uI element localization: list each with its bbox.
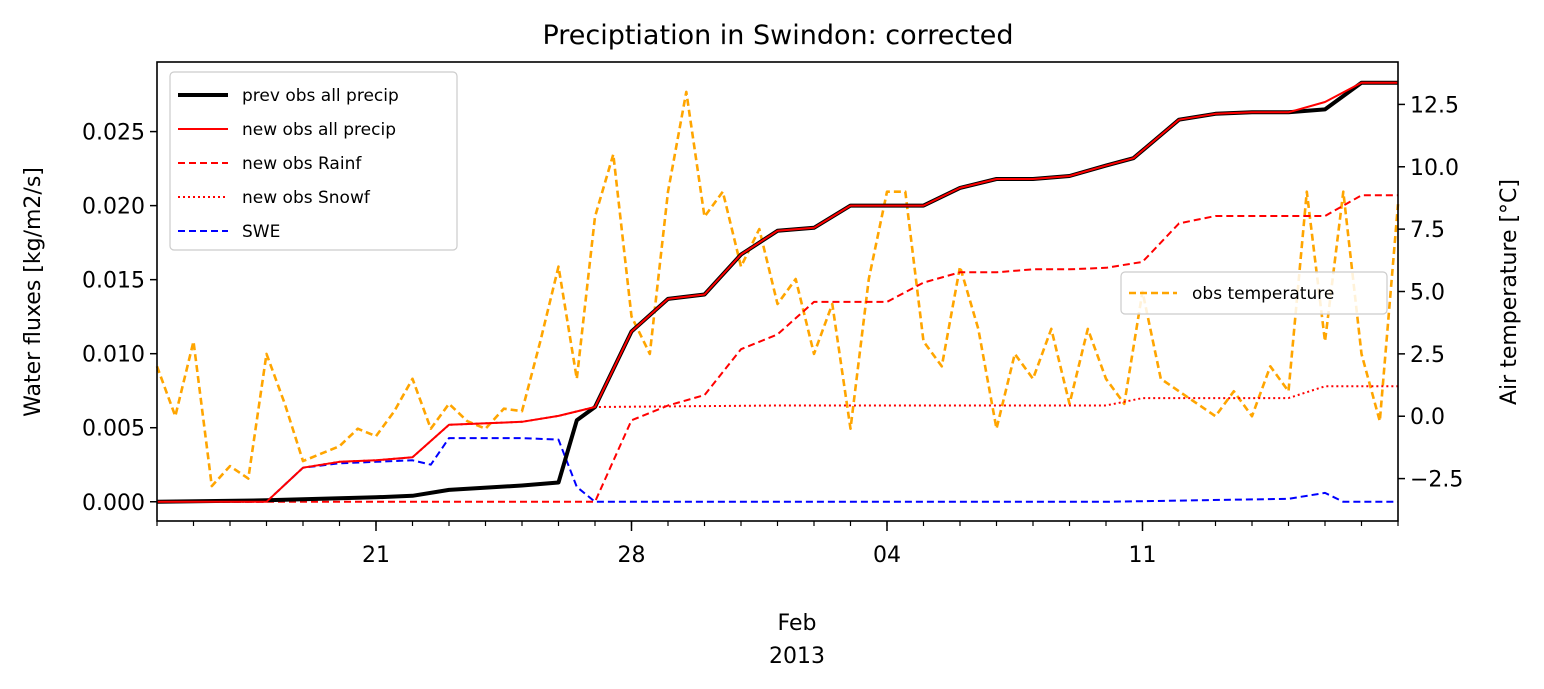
series-line-new-obs-all-precip xyxy=(157,81,1398,503)
x-axis-month-label: Feb xyxy=(778,611,817,636)
y-axis-label: Water fluxes [kg/m2/s] xyxy=(21,167,46,417)
y2-tick-label: 7.5 xyxy=(1410,218,1445,243)
legend-left: prev obs all precip new obs all precip new… xyxy=(169,71,458,251)
x-tick-label: 21 xyxy=(362,543,390,568)
legend-entry-label: SWE xyxy=(242,222,280,242)
legend-entry-label: new obs all precip xyxy=(242,120,396,140)
y-tick-label: 0.000 xyxy=(82,491,145,516)
chart-title: Preciptiation in Swindon: corrected xyxy=(542,20,1013,51)
series-line-new-obs-rainf xyxy=(157,194,1398,503)
legend-right: obs temperature xyxy=(1120,271,1388,315)
y2-tick-label: −2.5 xyxy=(1410,468,1463,493)
y2-tick-label: 5.0 xyxy=(1410,281,1445,306)
x-tick-label: 28 xyxy=(618,543,646,568)
y2-axis-ticks: −2.5 0.0 2.5 5.0 7.5 10.0 12.5 xyxy=(1398,93,1463,493)
y2-tick-label: 2.5 xyxy=(1410,343,1445,368)
y-tick-label: 0.020 xyxy=(82,195,145,220)
y2-axis-label: Air temperature [°C] xyxy=(1497,179,1522,405)
series-line-swe xyxy=(157,437,1398,503)
legend-entry-label: new obs Snowf xyxy=(242,188,371,208)
y-tick-label: 0.015 xyxy=(82,269,145,294)
legend-entry-label: obs temperature xyxy=(1192,284,1334,304)
y2-tick-label: 10.0 xyxy=(1410,156,1459,181)
y-tick-label: 0.025 xyxy=(82,121,145,146)
series-layer xyxy=(155,80,1400,504)
y2-tick-label: 12.5 xyxy=(1410,93,1459,118)
x-tick-label: 11 xyxy=(1129,543,1157,568)
y-tick-label: 0.005 xyxy=(82,417,145,442)
legend-right-box xyxy=(1120,271,1388,315)
x-axis-ticks: 21 28 04 11 xyxy=(156,521,1399,568)
series-line-obs-temperature xyxy=(155,90,1400,488)
legend-entry-label: prev obs all precip xyxy=(242,86,399,106)
legend-left-box xyxy=(169,71,458,251)
x-tick-label: 04 xyxy=(873,543,901,568)
x-axis-year-label: 2013 xyxy=(769,644,825,669)
legend-entry-label: new obs Rainf xyxy=(242,154,362,174)
y-tick-label: 0.010 xyxy=(82,343,145,368)
y2-tick-label: 0.0 xyxy=(1410,405,1445,430)
y-axis-ticks: 0.000 0.005 0.010 0.015 0.020 0.025 xyxy=(82,121,157,516)
